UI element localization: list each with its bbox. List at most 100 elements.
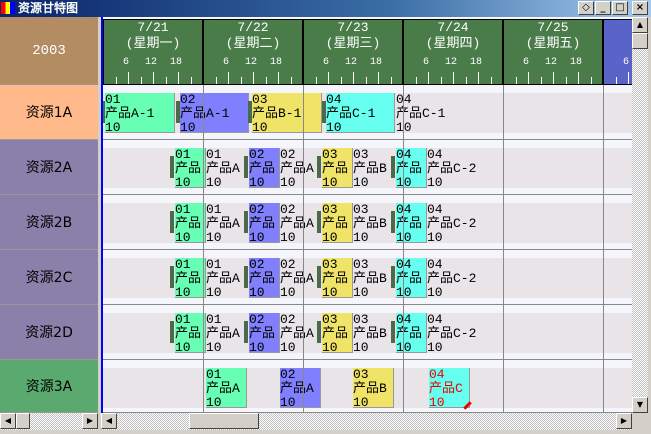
scroll-left-button[interactable]: ◀ <box>101 413 117 429</box>
task-name: 产品 <box>322 161 349 176</box>
main-scroll-thumb[interactable] <box>189 413 259 429</box>
task-name: 产品A <box>280 161 314 176</box>
task-handle[interactable] <box>244 211 248 233</box>
task-bar[interactable]: 02 产品 10 <box>249 148 280 188</box>
task-bar[interactable]: 01 产品 10 <box>175 258 206 298</box>
task-bar[interactable]: 01 产品 10 <box>175 148 206 188</box>
task-bar[interactable]: 04 产品C-1 10 <box>326 93 395 133</box>
task-bar[interactable]: 04产品10 <box>396 148 427 188</box>
task-bar[interactable]: 02 产品 10 <box>249 203 280 243</box>
task-bar[interactable]: 04 产品C 10 <box>429 368 470 408</box>
task-code: 01 <box>175 148 191 162</box>
main-horizontal-scrollbar[interactable]: ◀ ▶ <box>101 413 632 430</box>
day-weekday: (星期四) <box>425 36 481 51</box>
task-bar[interactable]: 03 产品B-1 10 <box>252 93 322 133</box>
hour-tick <box>253 72 254 84</box>
task-handle[interactable] <box>317 156 321 178</box>
task-bar[interactable]: 04产品10 <box>396 203 427 243</box>
task-bar[interactable]: 01 产品A 10 <box>206 368 247 408</box>
task-qty: 10 <box>322 285 338 298</box>
resource-2a[interactable]: 资源2A <box>0 140 98 195</box>
task-handle[interactable] <box>391 266 395 288</box>
task-bar[interactable]: 02 产品A-1 10 <box>180 93 249 133</box>
task-handle[interactable] <box>170 211 174 233</box>
task-handle[interactable] <box>317 321 321 343</box>
left-scroll-thumb[interactable] <box>16 413 30 429</box>
task-code: 03 <box>322 148 338 162</box>
maximize-button[interactable]: □ <box>612 1 628 15</box>
task-bar[interactable]: 01 产品 10 <box>175 203 206 243</box>
task-handle[interactable] <box>248 101 252 123</box>
task-bar[interactable]: 03 产品 10 <box>322 258 353 298</box>
task-handle[interactable] <box>170 321 174 343</box>
task-bar[interactable]: 02 产品 10 <box>249 313 280 353</box>
task-handle[interactable] <box>317 211 321 233</box>
task-code: 01 <box>175 258 191 272</box>
task-bar[interactable]: 01 产品 10 <box>175 313 206 353</box>
left-horizontal-scrollbar[interactable]: ◀ ▶ <box>0 413 98 430</box>
minimize-button[interactable]: _ <box>595 1 611 15</box>
scroll-right-button[interactable]: ▶ <box>616 413 632 429</box>
resource-row[interactable]: 01 产品A 10 02 产品A 10 03 产品B 10 04 产品C 10 <box>103 360 632 413</box>
task-qty: 10 <box>280 230 296 244</box>
task-handle[interactable] <box>391 156 395 178</box>
resource-row[interactable]: 01产品1001产品A1002产品1002产品A1003产品1003产品B100… <box>103 140 632 195</box>
hour-tick <box>565 77 567 84</box>
resource-2c[interactable]: 资源2C <box>0 250 98 305</box>
task-handle[interactable] <box>176 101 180 123</box>
day-header: 7/22 (星期二) 6 12 18 <box>203 19 303 85</box>
task-bar[interactable]: 03 产品 10 <box>322 203 353 243</box>
task-bar[interactable]: 03 产品B 10 <box>353 368 394 408</box>
resource-1a[interactable]: 资源1A <box>0 85 98 140</box>
task-handle[interactable] <box>103 101 105 123</box>
close-button[interactable]: × <box>632 1 648 15</box>
resource-column: 2003 资源1A 资源2A 资源2B 资源2C 资源2D 资源3A <box>0 17 98 413</box>
task-qty: 10 <box>353 285 369 299</box>
task-bar[interactable]: 04产品10 <box>396 258 427 298</box>
vertical-scroll-thumb[interactable] <box>632 33 648 49</box>
vertical-scrollbar[interactable]: ▲ ▼ <box>632 17 648 413</box>
day-date: 7/25 <box>537 20 569 35</box>
task-qty: 10 <box>353 395 369 408</box>
task-code: 03 <box>322 203 338 217</box>
task-handle[interactable] <box>391 211 395 233</box>
gantt-area[interactable]: 7/21 (星期一) 6 12 18 7/22 (星期二) 6 12 18 7/23 (星期三) 6 12… <box>101 17 632 413</box>
resource-row[interactable]: 01产品1001产品A1002产品1002产品A1003产品1003产品B100… <box>103 305 632 360</box>
scroll-up-button[interactable]: ▲ <box>632 17 648 33</box>
resource-2b[interactable]: 资源2B <box>0 195 98 250</box>
hour-tick <box>365 77 367 84</box>
resource-row[interactable]: 01产品A-11002产品A-11003产品B-11004产品C-11004产品… <box>103 85 632 140</box>
scroll-right-button[interactable]: ▶ <box>82 413 98 429</box>
resource-row[interactable]: 01产品1001产品A1002产品1002产品A1003产品1003产品B100… <box>103 250 632 305</box>
resource-row[interactable]: 01产品1001产品A1002产品1002产品A1003产品1003产品B100… <box>103 195 632 250</box>
hour-label: 18 <box>169 57 182 68</box>
task-label: 01 产品A 10 <box>206 203 240 243</box>
task-handle[interactable] <box>244 156 248 178</box>
hour-label: 18 <box>569 57 582 68</box>
task-name: 产品B <box>353 381 387 396</box>
resource-3a[interactable]: 资源3A <box>0 360 98 413</box>
task-handle[interactable] <box>170 266 174 288</box>
task-bar[interactable]: 02 产品 10 <box>249 258 280 298</box>
resource-2d[interactable]: 资源2D <box>0 305 98 360</box>
task-bar[interactable]: 02 产品A 10 <box>280 368 321 408</box>
task-handle[interactable] <box>244 266 248 288</box>
restore-icon-button[interactable]: ◇ <box>578 1 594 15</box>
task-handle[interactable] <box>317 266 321 288</box>
task-bar[interactable]: 01 产品A-1 10 <box>105 93 175 133</box>
hour-tick <box>215 77 217 84</box>
task-qty: 10 <box>396 286 426 298</box>
task-bar[interactable]: 03 产品 10 <box>322 148 353 188</box>
hour-tick <box>340 77 342 84</box>
day-gridline <box>603 85 604 413</box>
scroll-left-button[interactable]: ◀ <box>0 413 16 429</box>
task-qty: 10 <box>249 175 265 188</box>
task-handle[interactable] <box>391 321 395 343</box>
task-handle[interactable] <box>170 156 174 178</box>
task-bar[interactable]: 03 产品 10 <box>322 313 353 353</box>
scroll-down-button[interactable]: ▼ <box>632 397 648 413</box>
day-weekday: ( <box>604 20 632 36</box>
task-handle[interactable] <box>322 101 326 123</box>
task-handle[interactable] <box>244 321 248 343</box>
task-bar[interactable]: 04产品10 <box>396 313 427 353</box>
